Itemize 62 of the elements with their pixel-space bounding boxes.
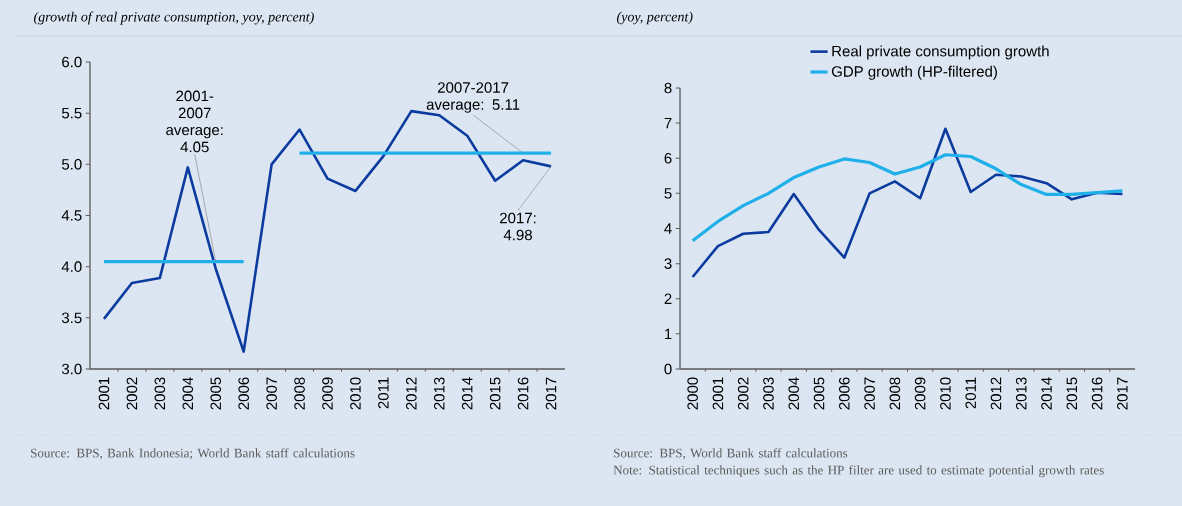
text: Note: Statistical techniques such as the HP filter are used to estimate potential growth rates bbox=[613, 465, 1104, 478]
x-tick-label: 2003 bbox=[154, 377, 166, 410]
y-tick-label: 4.0 bbox=[61, 261, 82, 272]
x-tick-label: 2005 bbox=[210, 377, 222, 410]
y-tick-label: 0 bbox=[664, 363, 672, 375]
x-tick-label: 2011 bbox=[378, 377, 389, 409]
y-tick-label: 3.5 bbox=[61, 312, 82, 324]
source-note: Source: BPS, Bank Indonesia; World Bank staff calculations bbox=[31, 448, 355, 460]
x-tick-label: 2014 bbox=[461, 377, 473, 410]
x-tick-label: 2017 bbox=[545, 377, 557, 410]
x-tick-label: 2013 bbox=[1015, 377, 1027, 410]
x-tick-label: 2010 bbox=[940, 377, 951, 410]
y-tick-label: 5 bbox=[664, 188, 672, 199]
y-tick-label: 3.0 bbox=[61, 363, 82, 375]
x-tick-label: 2001 bbox=[712, 377, 724, 410]
x-tick-label: 2009 bbox=[914, 377, 926, 410]
y-tick-label: 2 bbox=[664, 293, 672, 304]
x-tick-label: 2003 bbox=[763, 377, 774, 410]
x-tick-label: 2008 bbox=[889, 377, 901, 410]
x-tick-label: 2006 bbox=[238, 377, 249, 410]
x-tick-label: 2016 bbox=[1091, 377, 1103, 410]
y-tick-label: 6.0 bbox=[62, 56, 82, 68]
x-tick-label: 2000 bbox=[687, 377, 698, 410]
annotation: 2017: 4.98 bbox=[500, 212, 536, 241]
annotation: 2001-2007 average: 4.05 bbox=[166, 90, 223, 153]
x-tick-label: 2012 bbox=[406, 377, 417, 410]
x-tick-label: 2007 bbox=[266, 377, 277, 410]
x-tick-label: 2010 bbox=[350, 377, 361, 410]
y-tick-label: 4.5 bbox=[61, 210, 82, 221]
x-tick-label: 2015 bbox=[1066, 377, 1078, 410]
y-tick-label: 3 bbox=[664, 258, 672, 269]
source-note: Source: BPS, World Bank staff calculations bbox=[614, 448, 848, 460]
line-series bbox=[691, 127, 1124, 279]
x-tick-label: 2001 bbox=[98, 377, 110, 410]
y-tick-label: 5.0 bbox=[61, 159, 82, 170]
x-tick-label: 2017 bbox=[1117, 377, 1128, 410]
annotation: 2007-2017 average: 5.11 bbox=[426, 82, 520, 113]
chart-subtitle: (yoy, percent) bbox=[617, 11, 693, 25]
x-tick-label: 2009 bbox=[322, 377, 333, 410]
x-tick-label: 2013 bbox=[433, 377, 445, 410]
legend-label: GDP growth (HP-filtered) bbox=[831, 65, 997, 80]
x-tick-label: 2008 bbox=[294, 377, 305, 410]
x-tick-label: 2015 bbox=[489, 377, 501, 410]
x-tick-label: 2011 bbox=[965, 377, 977, 409]
y-tick-label: 4 bbox=[664, 223, 672, 234]
y-tick-label: 6 bbox=[664, 152, 672, 164]
y-tick-label: 8 bbox=[664, 82, 672, 94]
y-tick-label: 7 bbox=[664, 117, 672, 129]
x-tick-label: 2004 bbox=[182, 377, 194, 410]
x-tick-label: 2005 bbox=[813, 377, 825, 410]
y-tick-label: 1 bbox=[665, 328, 672, 340]
x-tick-label: 2012 bbox=[990, 377, 1002, 410]
x-tick-label: 2006 bbox=[839, 377, 850, 410]
x-tick-label: 2014 bbox=[1041, 377, 1052, 410]
chart-subtitle: (growth of real private consumption, yoy, percent) bbox=[34, 11, 314, 25]
y-tick-label: 5.5 bbox=[61, 107, 82, 119]
x-tick-label: 2004 bbox=[788, 377, 800, 410]
x-tick-label: 2002 bbox=[737, 377, 749, 410]
x-tick-label: 2002 bbox=[126, 377, 138, 410]
legend-label: Real private consumption growth bbox=[832, 45, 1049, 60]
x-tick-label: 2007 bbox=[864, 377, 875, 410]
x-tick-label: 2016 bbox=[517, 377, 529, 410]
